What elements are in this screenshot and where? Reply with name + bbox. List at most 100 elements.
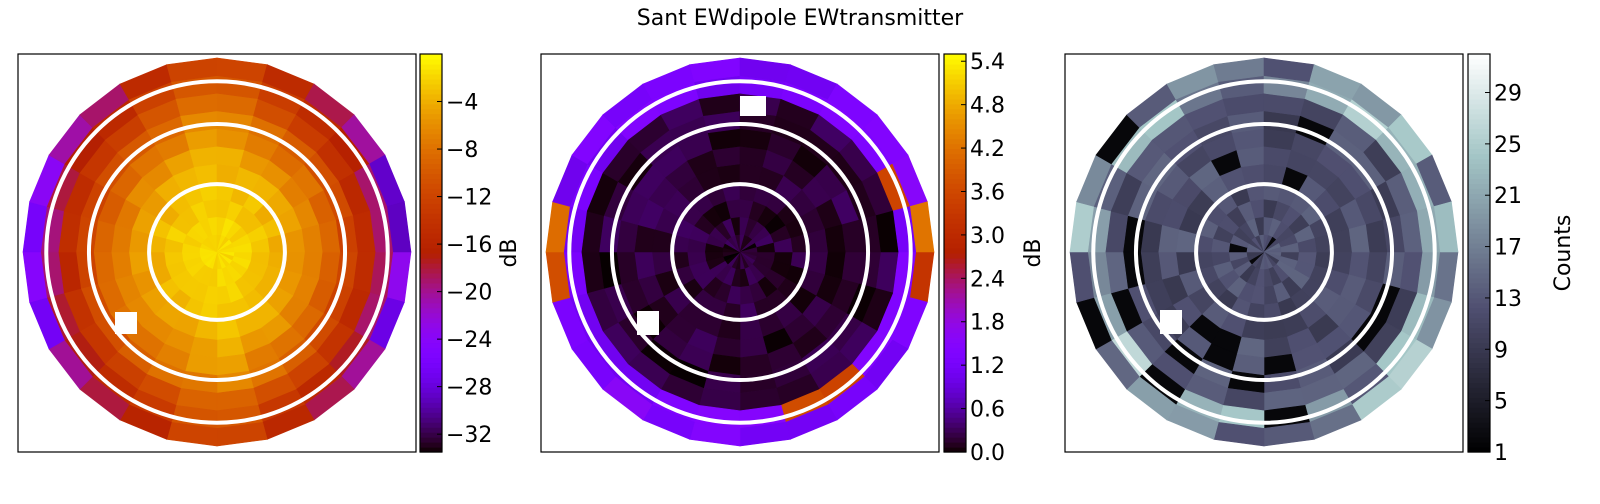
colorbar-segment	[1468, 83, 1490, 90]
colorbar-segment	[944, 447, 966, 453]
colorbar-segment	[1468, 262, 1490, 269]
colorbar-segment	[1468, 372, 1490, 378]
colorbar-segment	[944, 297, 966, 304]
colorbar-segment	[420, 173, 442, 179]
colorbar-tick-label: −28	[446, 376, 492, 401]
colorbar-segment	[944, 422, 966, 428]
colorbar-segment	[1468, 163, 1490, 170]
colorbar-segment	[944, 352, 966, 359]
colorbar-segment	[944, 228, 966, 234]
colorbar-segment	[1468, 133, 1490, 140]
colorbar-segment	[1468, 88, 1490, 95]
colorbar-tick-label: 29	[1494, 82, 1522, 107]
colorbar-segment	[944, 392, 966, 398]
elevation-ring	[609, 121, 871, 383]
colorbar-segment	[944, 372, 966, 378]
colorbar-segment	[944, 437, 966, 443]
colorbar-segment	[944, 178, 966, 184]
colorbar-segment	[944, 337, 966, 344]
colorbar-segment	[420, 223, 442, 229]
colorbar-tick-label: 17	[1494, 236, 1522, 261]
colorbar-segment	[1468, 203, 1490, 209]
colorbar-segment	[420, 113, 442, 120]
colorbar-segment	[1468, 78, 1490, 85]
colorbar-segment	[1468, 248, 1490, 254]
colorbar-segment	[1468, 442, 1490, 448]
colorbar-segment	[420, 267, 442, 274]
colorbar-segment	[420, 357, 442, 364]
colorbar-segment	[420, 407, 442, 413]
colorbar-segment	[944, 93, 966, 100]
colorbar-segment	[1468, 63, 1490, 70]
colorbar-segment	[1468, 402, 1490, 408]
colorbar-segment	[420, 307, 442, 314]
colorbar-segment	[1468, 193, 1490, 199]
colorbar-segment	[1468, 392, 1490, 398]
elevation-ring	[147, 182, 287, 322]
colorbar-segment	[944, 357, 966, 364]
colorbar-tick-label: 0.0	[970, 441, 1005, 466]
heatmap-cell	[910, 201, 935, 253]
colorbar-segment	[1468, 312, 1490, 319]
colorbar-tick-label: −8	[446, 138, 478, 163]
axes-frame	[540, 53, 940, 453]
figure-title: Sant EWdipole EWtransmitter	[636, 6, 964, 31]
colorbar-segment	[944, 208, 966, 214]
elevation-ring	[86, 121, 348, 383]
elevation-ring	[1133, 121, 1395, 383]
colorbar-segment	[1468, 68, 1490, 75]
colorbar-segment	[420, 198, 442, 204]
colorbar-tick-label: 4.2	[970, 137, 1005, 162]
colorbar-segment	[1468, 397, 1490, 403]
colorbar-segment	[1468, 347, 1490, 354]
colorbar-segment	[1468, 238, 1490, 244]
colorbar-segment	[1468, 277, 1490, 284]
colorbar-segment	[944, 138, 966, 145]
colorbar-segment	[1468, 407, 1490, 413]
colorbar-segment	[944, 248, 966, 254]
colorbar-segment	[1468, 143, 1490, 150]
colorbar-segment	[420, 422, 442, 428]
colorbar-label: dB	[1021, 238, 1046, 267]
colorbar-segment	[944, 183, 966, 189]
colorbar-segment	[420, 262, 442, 269]
colorbar-segment	[420, 282, 442, 289]
colorbar-segment	[1468, 327, 1490, 334]
colorbar-segment	[1468, 342, 1490, 349]
colorbar-segment	[1468, 233, 1490, 239]
colorbar-segment	[420, 253, 442, 259]
colorbar-segment	[420, 347, 442, 354]
colorbar-segment	[420, 233, 442, 239]
colorbar-label: Counts	[1551, 215, 1576, 292]
colorbar-segment	[1468, 113, 1490, 120]
colorbar-segment	[1468, 267, 1490, 274]
colorbar-tick-label: 1.8	[970, 311, 1005, 336]
colorbar-segment	[944, 118, 966, 125]
colorbar-segment	[1468, 118, 1490, 125]
colorbar-segment	[944, 257, 966, 264]
colorbar-segment	[944, 148, 966, 155]
blank-cell	[637, 311, 659, 335]
colorbar-segment	[420, 392, 442, 398]
colorbar-segment	[420, 143, 442, 150]
colorbar-tick-label: 13	[1494, 287, 1522, 312]
colorbar-segment	[944, 68, 966, 75]
colorbar-segment	[1468, 387, 1490, 393]
colorbar-segment	[420, 362, 442, 369]
colorbar-segment	[420, 138, 442, 145]
blank-cell	[740, 96, 766, 116]
colorbar-segment	[1468, 128, 1490, 135]
colorbar-segment	[420, 183, 442, 189]
colorbar-segment	[420, 427, 442, 433]
colorbar-segment	[420, 168, 442, 174]
colorbar-segment	[944, 272, 966, 279]
colorbar-segment	[1468, 218, 1490, 224]
colorbar-tick-label: 2.4	[970, 267, 1005, 292]
colorbar-segment	[420, 133, 442, 140]
colorbar-tick-label: 1	[1494, 441, 1508, 466]
colorbar-segment	[944, 133, 966, 140]
colorbar-segment	[944, 397, 966, 403]
colorbar-segment	[1468, 382, 1490, 388]
colorbar-segment	[1468, 123, 1490, 130]
colorbar-segment	[1468, 317, 1490, 324]
